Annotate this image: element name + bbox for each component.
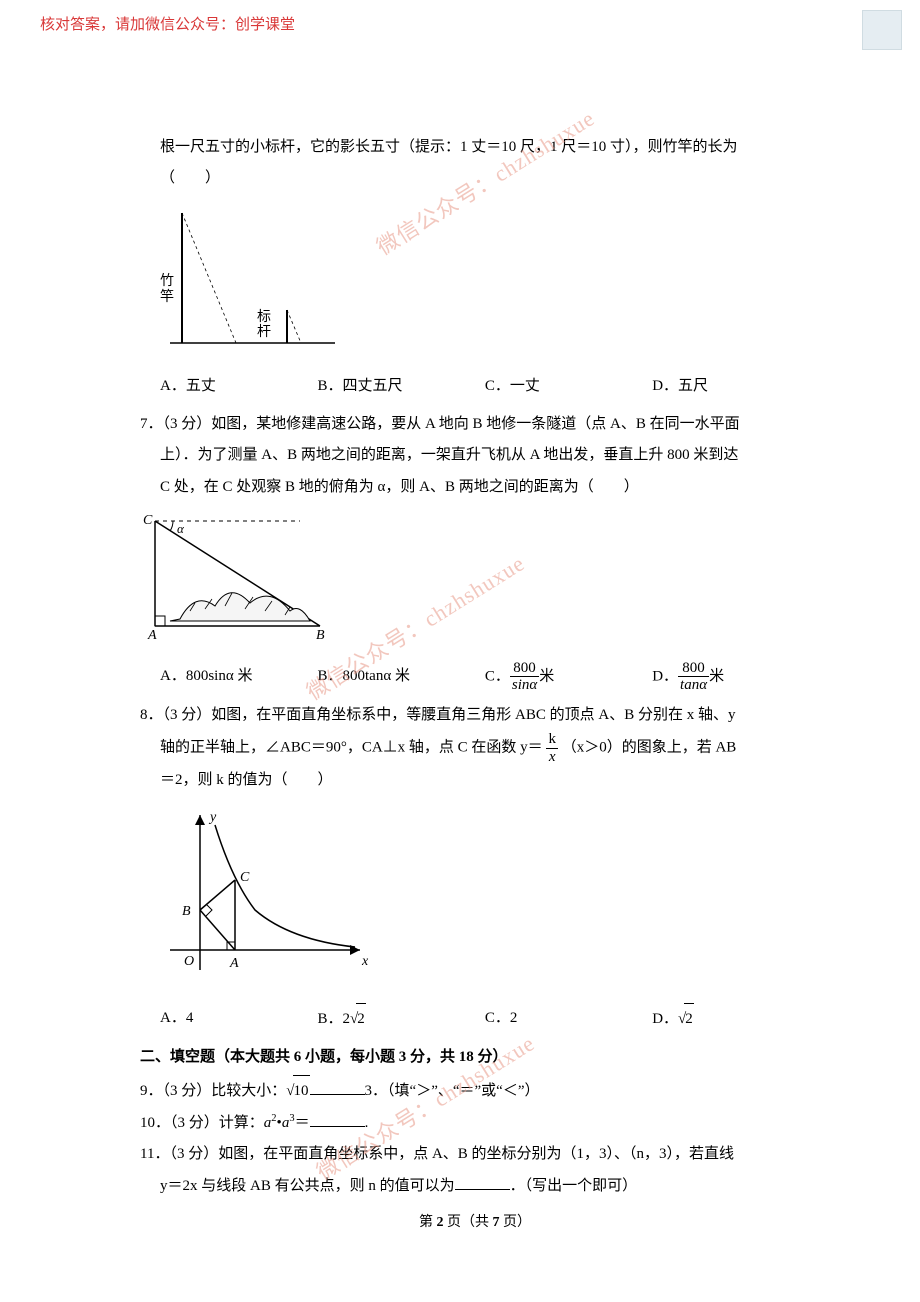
q6-options: A．五丈 B．四丈五尺 C．一丈 D．五尺 <box>160 371 790 403</box>
svg-text:杆: 杆 <box>257 324 271 340</box>
q7-num: 7． <box>140 416 163 432</box>
footer-b: 页（共 <box>444 1215 493 1230</box>
q8-line3: ＝2，则 k 的值为（ ） <box>160 765 790 797</box>
footer-page: 2 <box>437 1215 444 1230</box>
svg-text:B: B <box>182 904 191 919</box>
q8-optB-label: B． <box>318 1011 343 1027</box>
q7-line2: 上）．为了测量 A、B 两地之间的距离，一架直升飞机从 A 地出发，垂直上升 8… <box>160 440 790 472</box>
q9-blank <box>310 1080 365 1095</box>
q6-optC-label: C． <box>485 378 510 394</box>
q9-a: 比较大小： <box>211 1083 286 1099</box>
q6-figure: 竹 竿 标 杆 <box>160 203 790 366</box>
footer-a: 第 <box>419 1215 437 1230</box>
q10-pts: （3 分） <box>170 1115 219 1131</box>
q7-optC-label: C． <box>485 668 510 684</box>
q10-blank <box>310 1112 365 1127</box>
svg-text:竿: 竿 <box>160 289 174 305</box>
svg-text:O: O <box>184 954 194 969</box>
q7-optB: 800tanα 米 <box>343 668 410 684</box>
q8-line1: 如图，在平面直角坐标系中，等腰直角三角形 ABC 的顶点 A、B 分别在 x 轴… <box>211 707 735 723</box>
svg-text:x: x <box>361 954 369 969</box>
q7-options: A．800sinα 米 B．800tanα 米 C．800sinα米 D．800… <box>160 660 790 694</box>
svg-text:C: C <box>143 513 153 528</box>
footer-total: 7 <box>493 1215 500 1230</box>
q11-pts: （3 分） <box>169 1146 218 1162</box>
q11-num: 11． <box>140 1146 169 1162</box>
q8-optC-label: C． <box>485 1010 510 1026</box>
q8-line2a: 轴的正半轴上，∠ABC＝90°，CA⊥x 轴，点 C 在函数 y＝ <box>160 739 543 755</box>
q9-pts: （3 分） <box>163 1083 212 1099</box>
svg-text:y: y <box>208 810 217 825</box>
q7-optD-num: 800 <box>678 660 709 678</box>
q7-optC-unit: 米 <box>539 668 554 684</box>
q7-optC-den: sinα <box>510 677 539 694</box>
q6-optB-label: B． <box>318 378 343 394</box>
q11-line2b: ．（写出一个即可） <box>510 1178 638 1194</box>
q8-line2b: （x＞0）的图象上，若 AB <box>562 739 737 755</box>
q11-line2a: y＝2x 与线段 AB 有公共点，则 n 的值可以为 <box>160 1178 455 1194</box>
svg-text:B: B <box>316 628 325 641</box>
q7-optD-den: tanα <box>678 677 709 694</box>
q8-options: A．4 B．22 C．2 D．2 <box>160 1003 790 1036</box>
section2-title: 二、填空题（本大题共 6 小题，每小题 3 分，共 18 分） <box>140 1042 790 1074</box>
q10-dot: . <box>365 1115 369 1131</box>
q8-optD-label: D． <box>652 1011 678 1027</box>
q6-optD: 五尺 <box>678 378 708 394</box>
q9-num: 9． <box>140 1083 163 1099</box>
q7-optC-num: 800 <box>510 660 539 678</box>
q8-optA-label: A． <box>160 1010 186 1026</box>
q7-optB-label: B． <box>318 668 343 684</box>
q7-optD-label: D． <box>652 668 678 684</box>
q8-frac-num: k <box>546 731 558 749</box>
q8-pts: （3 分） <box>163 707 212 723</box>
footer-c: 页） <box>500 1215 532 1230</box>
svg-text:C: C <box>240 870 250 885</box>
header-note: 核对答案，请加微信公众号：创学课堂 <box>0 0 920 42</box>
q6-continuation: 根一尺五寸的小标杆，它的影长五寸（提示：1 丈＝10 尺，1 尺＝10 寸），则… <box>160 132 790 195</box>
q8-optB-pre: 2 <box>343 1011 351 1027</box>
q7-optA-label: A． <box>160 668 186 684</box>
q8-optA: 4 <box>186 1010 194 1026</box>
q6-optA-label: A． <box>160 378 186 394</box>
q10-num: 10． <box>140 1115 170 1131</box>
q7-optA: 800sinα 米 <box>186 668 253 684</box>
page-footer: 第 2 页（共 7 页） <box>160 1208 790 1237</box>
q8-optD-rad: 2 <box>684 1003 694 1036</box>
q6-optC: 一丈 <box>510 378 540 394</box>
q8-frac-den: x <box>546 749 558 766</box>
svg-text:A: A <box>229 956 239 971</box>
q7-figure: C α A B <box>140 511 790 654</box>
q7-optD-unit: 米 <box>709 668 724 684</box>
q9-rad: 10 <box>293 1075 310 1108</box>
svg-text:竹: 竹 <box>160 273 174 289</box>
q7-line3: C 处，在 C 处观察 B 地的俯角为 α，则 A、B 两地之间的距离为（ ） <box>160 472 790 504</box>
svg-text:A: A <box>147 628 157 641</box>
qr-code <box>862 10 902 50</box>
q10-a: 计算：a2•a3＝ <box>219 1115 310 1131</box>
svg-text:α: α <box>177 521 185 536</box>
q9-b: 3．（填“＞”、“＝”或“＜”） <box>365 1083 540 1099</box>
q11-line1: 如图，在平面直角坐标系中，点 A、B 的坐标分别为（1，3）、（n，3），若直线 <box>218 1146 734 1162</box>
q7-pts: （3 分） <box>163 416 212 432</box>
q7-line1: 如图，某地修建高速公路，要从 A 地向 B 地修一条隧道（点 A、B 在同一水平… <box>211 416 739 432</box>
q11-blank <box>455 1175 510 1190</box>
q6-optA: 五丈 <box>186 378 216 394</box>
q8-num: 8． <box>140 707 163 723</box>
q6-optD-label: D． <box>652 378 678 394</box>
q8-optB-rad: 2 <box>356 1003 366 1036</box>
svg-text:标: 标 <box>257 309 271 325</box>
q6-optB: 四丈五尺 <box>343 378 403 394</box>
q8-figure: O A B C x y <box>160 805 790 998</box>
q8-optC: 2 <box>510 1010 518 1026</box>
